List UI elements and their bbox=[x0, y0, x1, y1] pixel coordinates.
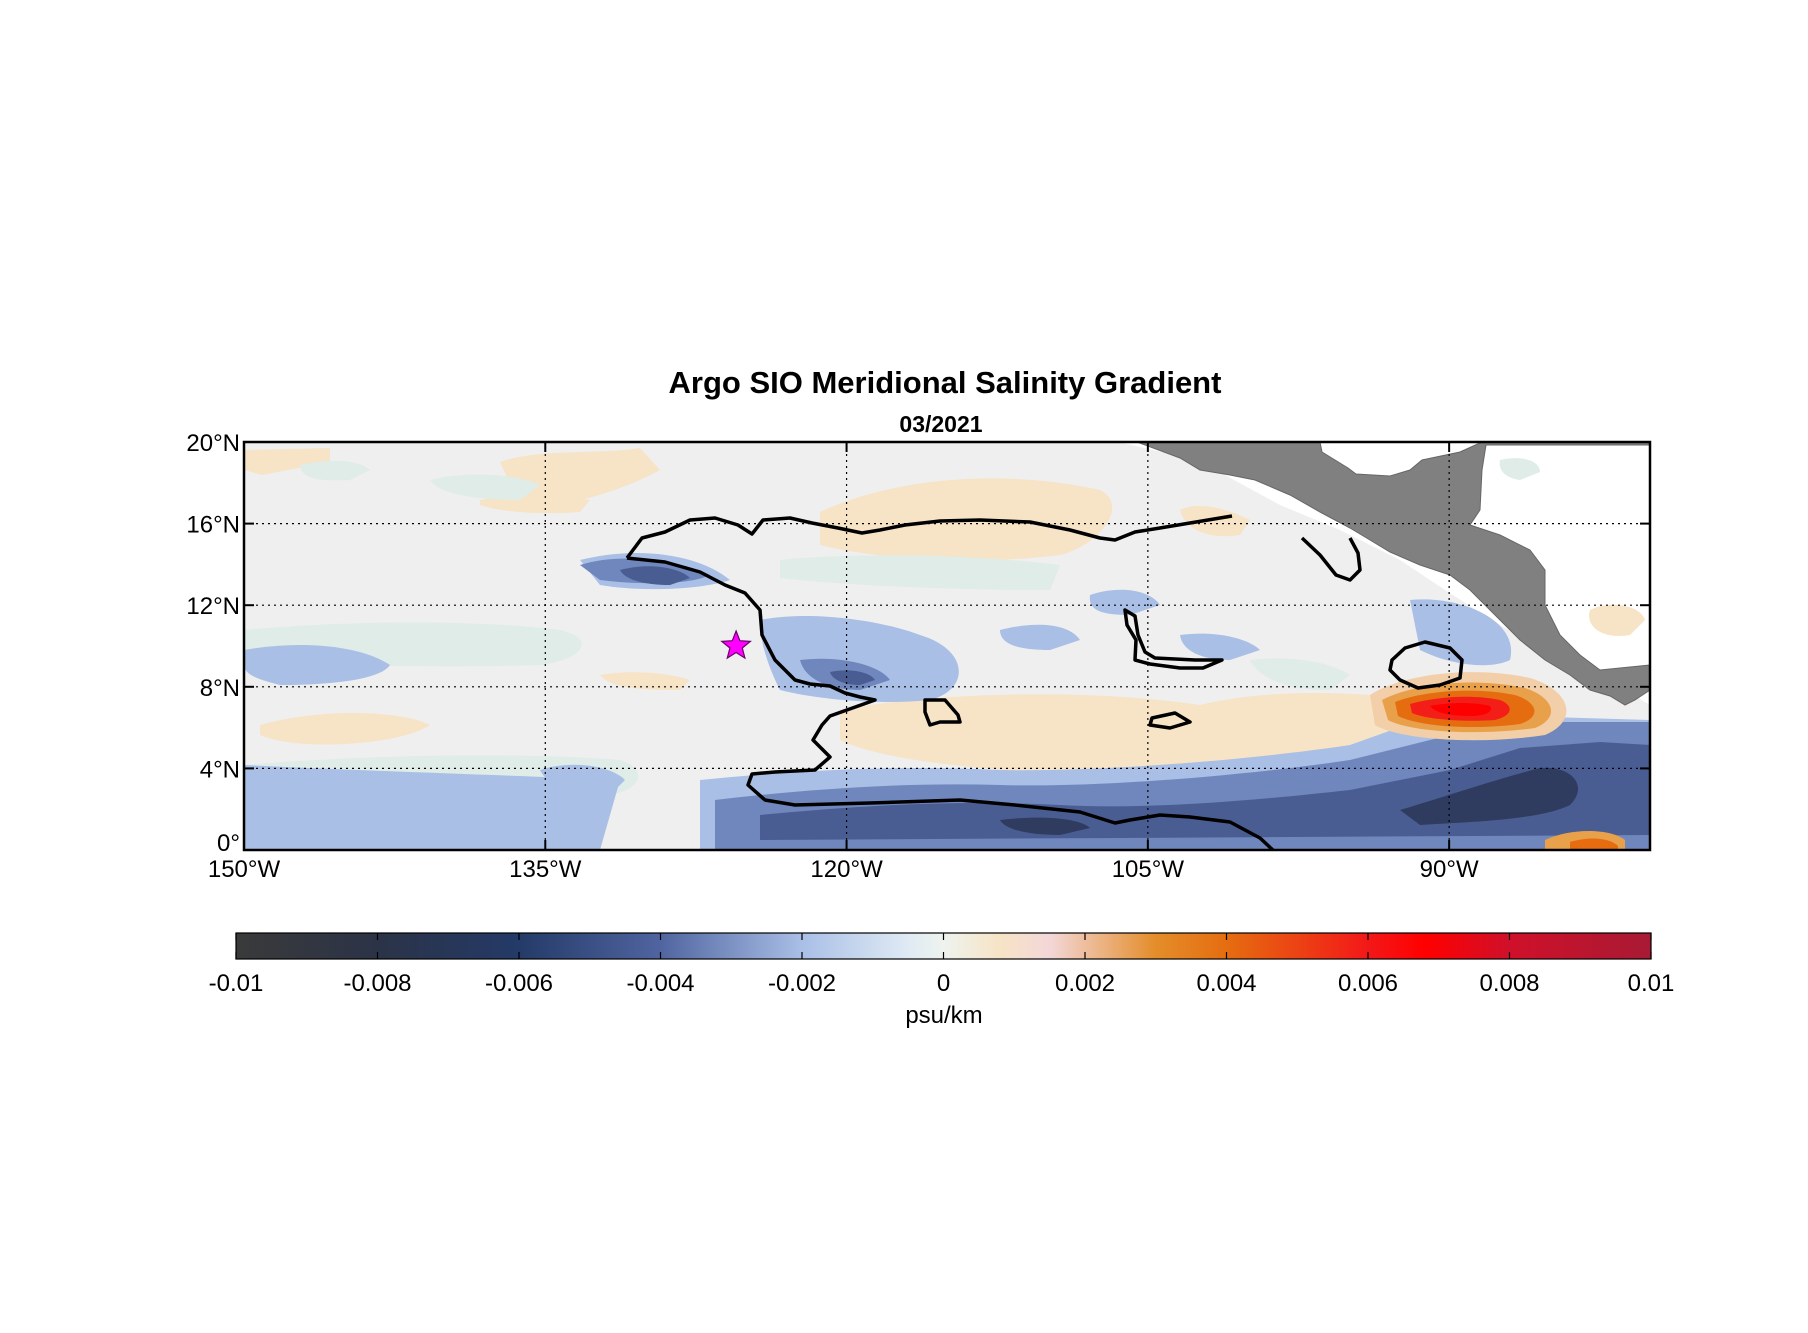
colorbar-tick-label: 0 bbox=[937, 970, 950, 997]
negative-darkest-patches bbox=[1000, 767, 1579, 835]
lat-tick-label: 0° bbox=[217, 830, 240, 857]
salinity-gradient-field bbox=[244, 442, 1650, 850]
colorbar-tick-label: -0.01 bbox=[209, 970, 264, 997]
positive-small-blob bbox=[1545, 831, 1625, 850]
colorbar-tick-label: 0.008 bbox=[1479, 970, 1539, 997]
map-frame bbox=[242, 440, 1652, 852]
colorbar-tick-label: -0.004 bbox=[626, 970, 694, 997]
colorbar-unit-label: psu/km bbox=[905, 1002, 982, 1029]
positive-strong-blob bbox=[1370, 672, 1567, 741]
lon-tick-label: 90°W bbox=[1420, 856, 1479, 883]
colorbar-tick-label: -0.008 bbox=[343, 970, 411, 997]
colorbar-tick-label: -0.006 bbox=[485, 970, 553, 997]
positive-weak-patches bbox=[244, 448, 1645, 786]
colorbar-tick-labels: -0.01 -0.008 -0.006 -0.004 -0.002 0 0.002 0.004… bbox=[209, 970, 1675, 997]
map-panel: 150°W 135°W 120°W 105°W 90°W 0° 4°N 8°N 12°N 16°… bbox=[186, 430, 1652, 883]
chart-title: Argo SIO Meridional Salinity Gradient bbox=[669, 365, 1222, 400]
colorbar-tick-label: 0.004 bbox=[1196, 970, 1256, 997]
lon-tick-label: 120°W bbox=[810, 856, 883, 883]
lat-tick-label: 20°N bbox=[186, 430, 240, 457]
lat-tick-label: 4°N bbox=[200, 756, 240, 783]
lon-tick-label: 105°W bbox=[1112, 856, 1185, 883]
land-mass bbox=[1136, 442, 1650, 706]
latitude-labels: 0° 4°N 8°N 12°N 16°N 20°N bbox=[186, 430, 240, 857]
colorbar-tick-label: 0.01 bbox=[1628, 970, 1675, 997]
map-ticks bbox=[243, 441, 1650, 851]
colorbar: -0.01 -0.008 -0.006 -0.004 -0.002 0 0.002 0.004… bbox=[209, 932, 1675, 1029]
lat-tick-label: 12°N bbox=[186, 593, 240, 620]
colorbar-tick-label: 0.006 bbox=[1338, 970, 1398, 997]
lon-tick-label: 135°W bbox=[509, 856, 582, 883]
colorbar-tick-label: -0.002 bbox=[768, 970, 836, 997]
zero-contour-lines bbox=[625, 514, 1464, 850]
lat-tick-label: 16°N bbox=[186, 512, 240, 539]
graticule bbox=[244, 442, 1650, 850]
colorbar-ticks bbox=[235, 933, 1652, 959]
longitude-labels: 150°W 135°W 120°W 105°W 90°W bbox=[208, 856, 1479, 883]
lat-tick-label: 8°N bbox=[200, 675, 240, 702]
no-data-region bbox=[1118, 442, 1650, 705]
lon-tick-label: 150°W bbox=[208, 856, 281, 883]
chart-subtitle: 03/2021 bbox=[899, 411, 982, 437]
star-marker bbox=[720, 629, 752, 660]
colorbar-tick-label: 0.002 bbox=[1055, 970, 1115, 997]
